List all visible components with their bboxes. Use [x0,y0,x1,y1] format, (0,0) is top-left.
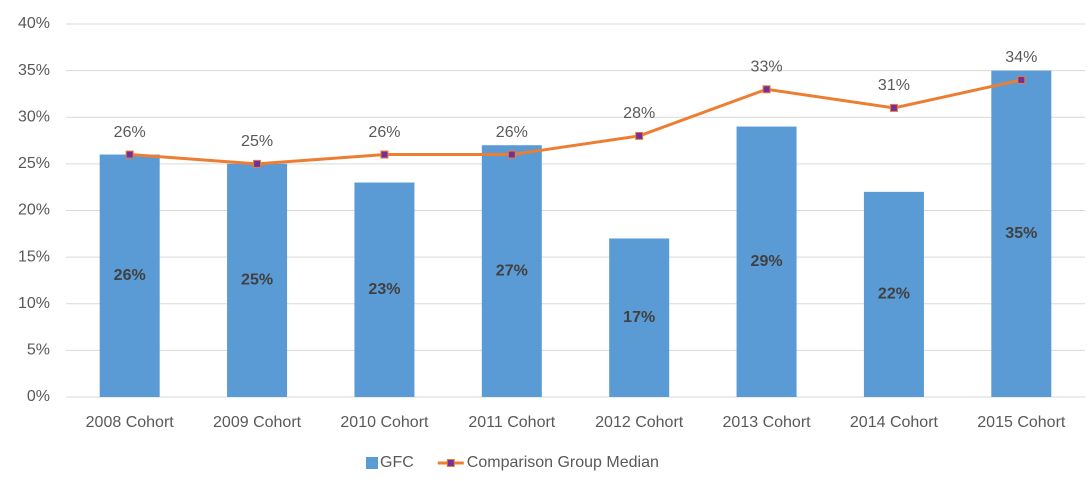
bar [609,238,670,397]
bar-value-label: 29% [751,253,783,270]
line-value-label: 25% [241,133,273,150]
legend-swatch [446,459,455,467]
line-marker [253,159,262,168]
legend-label: GFC [380,454,414,471]
line-marker [635,131,644,140]
line-marker [762,85,771,94]
bar [481,145,542,397]
bar-value-label: 35% [1005,225,1037,242]
y-tick-label: 10% [18,295,50,312]
y-tick-label: 25% [18,155,50,172]
x-tick-label: 2008 Cohort [86,414,175,431]
bar [354,182,415,397]
x-tick-label: 2011 Cohort [468,414,555,431]
legend-swatch [366,457,378,469]
bar [99,154,160,397]
line-marker [125,150,134,159]
bar-value-label: 23% [368,281,400,298]
x-tick-label: 2009 Cohort [213,414,302,431]
y-tick-label: 35% [18,62,50,79]
bar [863,191,924,397]
bar-value-label: 26% [114,267,146,284]
y-tick-label: 15% [18,248,50,265]
line-value-label: 26% [496,124,528,141]
line-marker [507,150,516,159]
bar-value-label: 17% [623,309,655,326]
y-tick-label: 40% [18,15,50,32]
y-tick-label: 5% [27,342,50,359]
x-tick-label: 2010 Cohort [340,414,429,431]
y-tick-label: 30% [18,108,50,125]
bar [991,70,1052,397]
y-tick-label: 0% [27,388,50,405]
bar-value-label: 27% [496,262,528,279]
line-marker [1017,75,1026,84]
line-value-label: 31% [878,77,910,94]
line-marker [889,103,898,112]
bar [736,126,797,397]
x-tick-label: 2015 Cohort [977,414,1066,431]
bar [227,163,288,397]
line-marker [380,150,389,159]
line-value-label: 28% [623,105,655,122]
bar-value-label: 25% [241,272,273,289]
y-tick-label: 20% [18,202,50,219]
x-tick-label: 2012 Cohort [595,414,684,431]
line-value-label: 26% [368,124,400,141]
line [129,78,1022,166]
x-tick-label: 2014 Cohort [850,414,939,431]
line-value-label: 34% [1005,49,1037,66]
line-value-label: 26% [114,124,146,141]
bar-value-label: 22% [878,286,910,303]
line-value-label: 33% [751,58,783,75]
x-tick-label: 2013 Cohort [723,414,812,431]
legend-label: Comparison Group Median [467,454,659,471]
